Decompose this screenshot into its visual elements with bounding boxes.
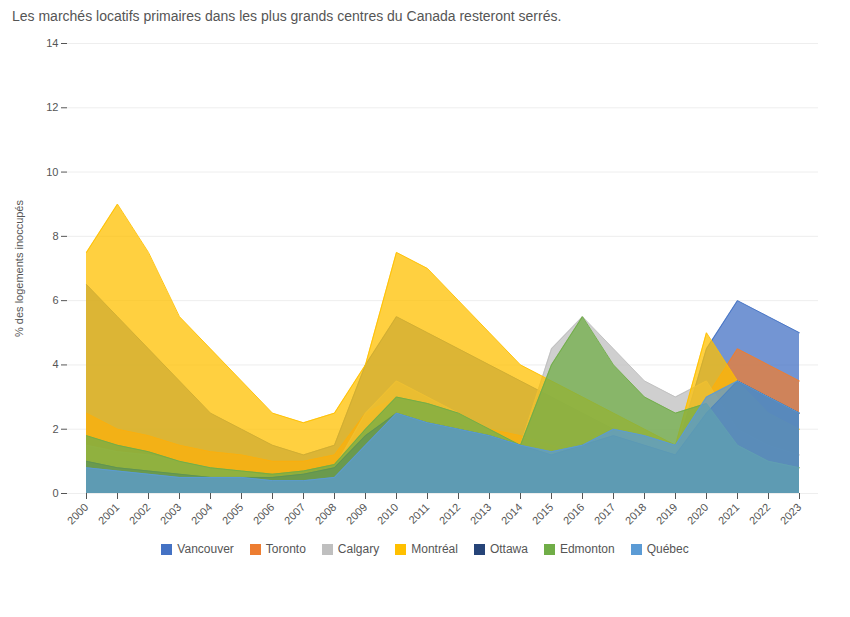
html-text:Ottawa: Ottawa: [489, 542, 528, 556]
svg-text:2003: 2003: [158, 501, 184, 527]
svg-text:2017: 2017: [592, 501, 618, 527]
svg-text:2012: 2012: [437, 501, 463, 527]
svg-text:2015: 2015: [530, 501, 556, 527]
svg-text:4: 4: [52, 358, 58, 370]
svg-text:2023: 2023: [778, 501, 804, 527]
svg-text:12: 12: [46, 101, 58, 113]
svg-text:14: 14: [46, 37, 58, 49]
svg-text:2001: 2001: [96, 501, 122, 527]
svg-text:2014: 2014: [499, 501, 525, 527]
html-text:Les marchés locatifs primaires: Les marchés locatifs primaires dans les …: [12, 8, 562, 24]
svg-text:6: 6: [52, 294, 58, 306]
html-text:Québec: Québec: [646, 542, 689, 556]
html-text:Montréal: Montréal: [411, 542, 458, 556]
svg-text:8: 8: [52, 230, 58, 242]
svg-text:2009: 2009: [344, 501, 370, 527]
svg-text:2008: 2008: [313, 501, 339, 527]
svg-text:2004: 2004: [189, 501, 215, 527]
svg-text:2019: 2019: [654, 501, 680, 527]
svg-text:% des logements inoccupés: % des logements inoccupés: [13, 200, 25, 337]
svg-text:2016: 2016: [561, 501, 587, 527]
html-text:Edmonton: Edmonton: [559, 542, 615, 556]
svg-text:10: 10: [46, 166, 58, 178]
svg-text:2: 2: [52, 423, 58, 435]
svg-text:2006: 2006: [251, 501, 277, 527]
svg-text:2022: 2022: [747, 501, 773, 527]
svg-text:0: 0: [52, 487, 58, 499]
svg-text:2010: 2010: [375, 501, 401, 527]
svg-text:2021: 2021: [716, 501, 742, 527]
svg-text:2018: 2018: [623, 501, 649, 527]
html-text:Vancouver: Vancouver: [177, 542, 234, 556]
svg-text:2013: 2013: [468, 501, 494, 527]
html-text:Calgary: Calgary: [337, 542, 380, 556]
svg-text:2005: 2005: [220, 501, 246, 527]
svg-text:2011: 2011: [406, 501, 431, 526]
svg-text:2020: 2020: [685, 501, 711, 527]
svg-text:2007: 2007: [282, 501, 308, 527]
svg-text:2002: 2002: [127, 501, 153, 527]
html-text:Toronto: Toronto: [265, 542, 306, 556]
svg-text:2000: 2000: [65, 501, 91, 527]
